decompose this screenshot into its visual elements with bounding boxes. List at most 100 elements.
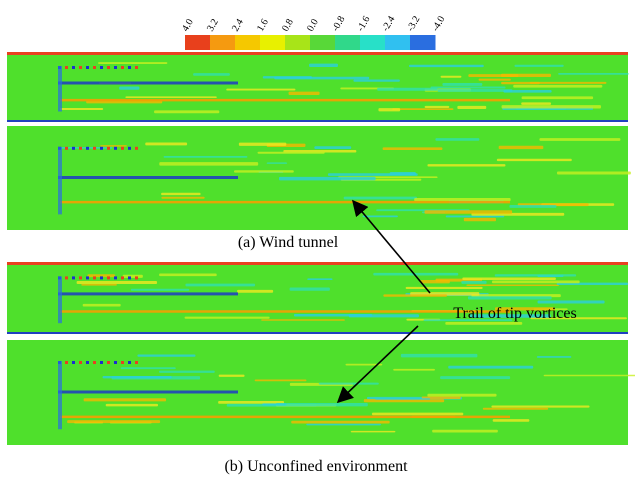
streak	[290, 288, 330, 291]
streak	[239, 143, 286, 146]
streak	[440, 376, 510, 379]
streak	[289, 92, 320, 95]
streak	[98, 62, 167, 64]
streak	[468, 296, 552, 299]
streak	[537, 356, 571, 358]
colorbar-label: -1.6	[355, 14, 372, 33]
blade-mark	[135, 147, 138, 150]
streak	[499, 146, 544, 149]
rotor-plane	[58, 147, 62, 215]
streak	[131, 289, 189, 291]
streak	[513, 85, 602, 88]
blade-mark	[79, 276, 82, 279]
streak	[328, 173, 418, 176]
streak	[159, 162, 258, 165]
streak	[464, 218, 496, 221]
blade-mark	[135, 276, 138, 279]
streak	[479, 79, 511, 81]
blade-mark	[114, 276, 117, 279]
streak	[435, 138, 479, 141]
streak	[159, 371, 215, 373]
blade-mark	[65, 147, 68, 150]
blade-mark	[65, 361, 68, 364]
colorbar-cell	[185, 35, 211, 50]
streak	[261, 319, 345, 321]
blade-mark	[135, 66, 138, 69]
blade-mark	[79, 361, 82, 364]
streak	[276, 403, 368, 406]
colorbar-label: 3.2	[205, 17, 221, 33]
vortex-core	[58, 82, 238, 85]
blade-mark	[72, 361, 75, 364]
colorbar-label: -2.4	[380, 14, 397, 33]
streak	[401, 354, 478, 357]
colorbar-cell	[285, 35, 311, 50]
streak	[255, 380, 307, 382]
streak	[263, 76, 312, 78]
streak	[497, 159, 572, 161]
streak	[377, 88, 437, 91]
blade-mark	[100, 66, 103, 69]
colorbar-cell	[210, 35, 236, 50]
streak	[427, 164, 505, 166]
streak	[121, 367, 176, 369]
streak	[378, 108, 400, 111]
streak	[291, 421, 389, 424]
streak	[448, 366, 533, 369]
blade-mark	[100, 147, 103, 150]
streak	[103, 376, 172, 378]
figure: 4.03.22.41.60.80.0-0.8-1.6-2.4-3.2-4.0 (…	[0, 0, 635, 481]
streak	[154, 110, 219, 113]
streak	[306, 424, 381, 426]
streak	[145, 143, 187, 146]
streak	[491, 405, 589, 407]
streak	[123, 275, 143, 278]
blade-mark	[128, 276, 131, 279]
streak	[431, 86, 506, 88]
streak	[530, 82, 607, 84]
streak	[509, 205, 556, 208]
colorbar-cell	[335, 35, 361, 50]
streak	[218, 401, 284, 404]
colorbar: 4.03.22.41.60.80.0-0.8-1.6-2.4-3.2-4.0	[180, 14, 447, 50]
blade-mark	[72, 66, 75, 69]
wall	[7, 52, 628, 55]
streak	[383, 147, 443, 150]
streak	[258, 152, 325, 154]
streak	[106, 404, 158, 406]
streak	[406, 287, 483, 289]
wall	[7, 120, 628, 122]
streak	[185, 284, 255, 287]
streak	[119, 86, 139, 89]
streak	[161, 197, 204, 199]
streak	[137, 355, 195, 357]
streak	[125, 96, 216, 98]
streak	[161, 193, 200, 195]
streak	[427, 394, 496, 397]
blade-mark	[65, 276, 68, 279]
colorbar-label: 1.6	[255, 17, 271, 33]
streak	[237, 290, 273, 293]
colorbar-cell	[360, 35, 386, 50]
streak	[466, 284, 558, 286]
streak	[392, 108, 453, 110]
streak	[424, 210, 512, 213]
colorbar-cell	[310, 35, 336, 50]
colorbar-cell	[410, 35, 436, 50]
streak	[319, 383, 379, 385]
streak	[226, 89, 295, 91]
blade-mark	[121, 361, 124, 364]
tip-trail	[60, 99, 510, 102]
blade-mark	[93, 361, 96, 364]
streak	[77, 281, 157, 284]
streak	[219, 375, 245, 377]
caption-a: (a) Wind tunnel	[238, 234, 339, 251]
blade-mark	[86, 147, 89, 150]
streak	[501, 82, 540, 84]
streak	[462, 277, 556, 280]
blade-mark	[128, 66, 131, 69]
blade-mark	[100, 361, 103, 364]
blade-mark	[107, 147, 110, 150]
caption-b: (b) Unconfined environment	[224, 458, 408, 475]
wall	[7, 332, 628, 334]
